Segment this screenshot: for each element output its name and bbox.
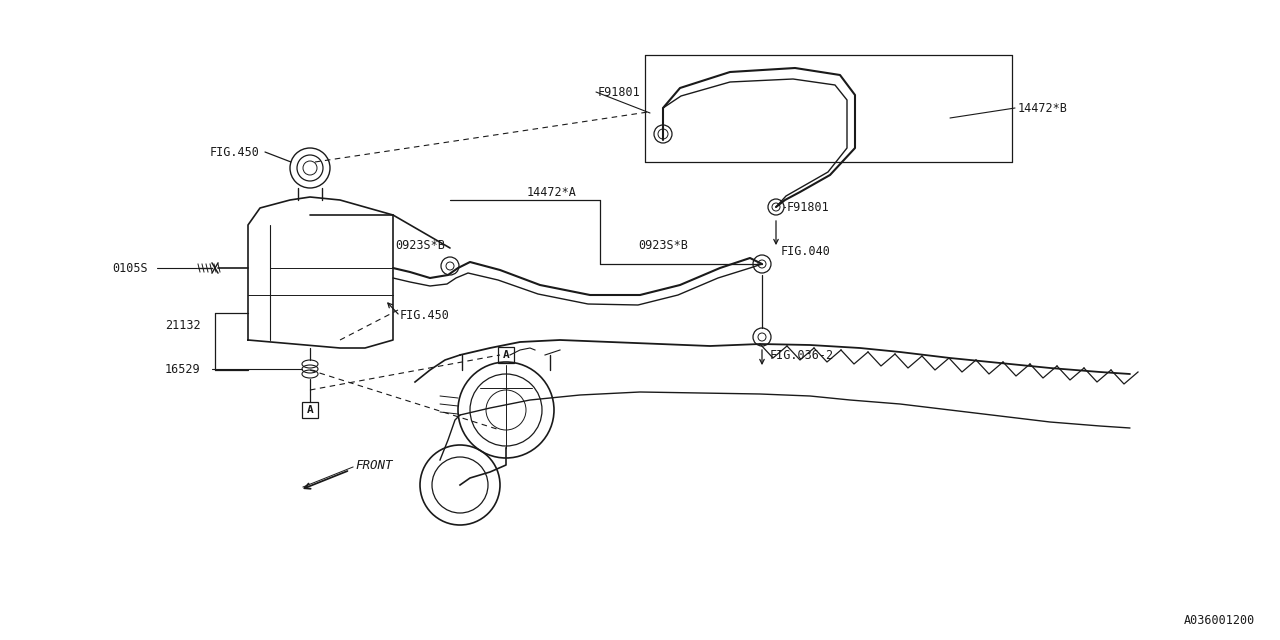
Text: F91801: F91801 [787, 200, 829, 214]
Text: FIG.450: FIG.450 [401, 308, 449, 321]
Bar [302, 402, 317, 418]
Text: FRONT: FRONT [355, 458, 393, 472]
Text: A: A [307, 405, 314, 415]
Text: FIG.036-2: FIG.036-2 [771, 349, 835, 362]
Text: A: A [503, 350, 509, 360]
Text: FIG.450: FIG.450 [210, 145, 260, 159]
Text: A036001200: A036001200 [1184, 614, 1254, 627]
Bar [498, 347, 515, 363]
Text: F91801: F91801 [598, 86, 641, 99]
Text: 14472*B: 14472*B [1018, 102, 1068, 115]
Text: FIG.040: FIG.040 [781, 244, 831, 257]
Text: 0923S*B: 0923S*B [396, 239, 445, 252]
Text: 21132: 21132 [165, 319, 201, 332]
Text: 0923S*B: 0923S*B [637, 239, 687, 252]
Text: 16529: 16529 [165, 362, 201, 376]
Text: 14472*A: 14472*A [527, 186, 577, 198]
Text: 0105S: 0105S [113, 262, 147, 275]
